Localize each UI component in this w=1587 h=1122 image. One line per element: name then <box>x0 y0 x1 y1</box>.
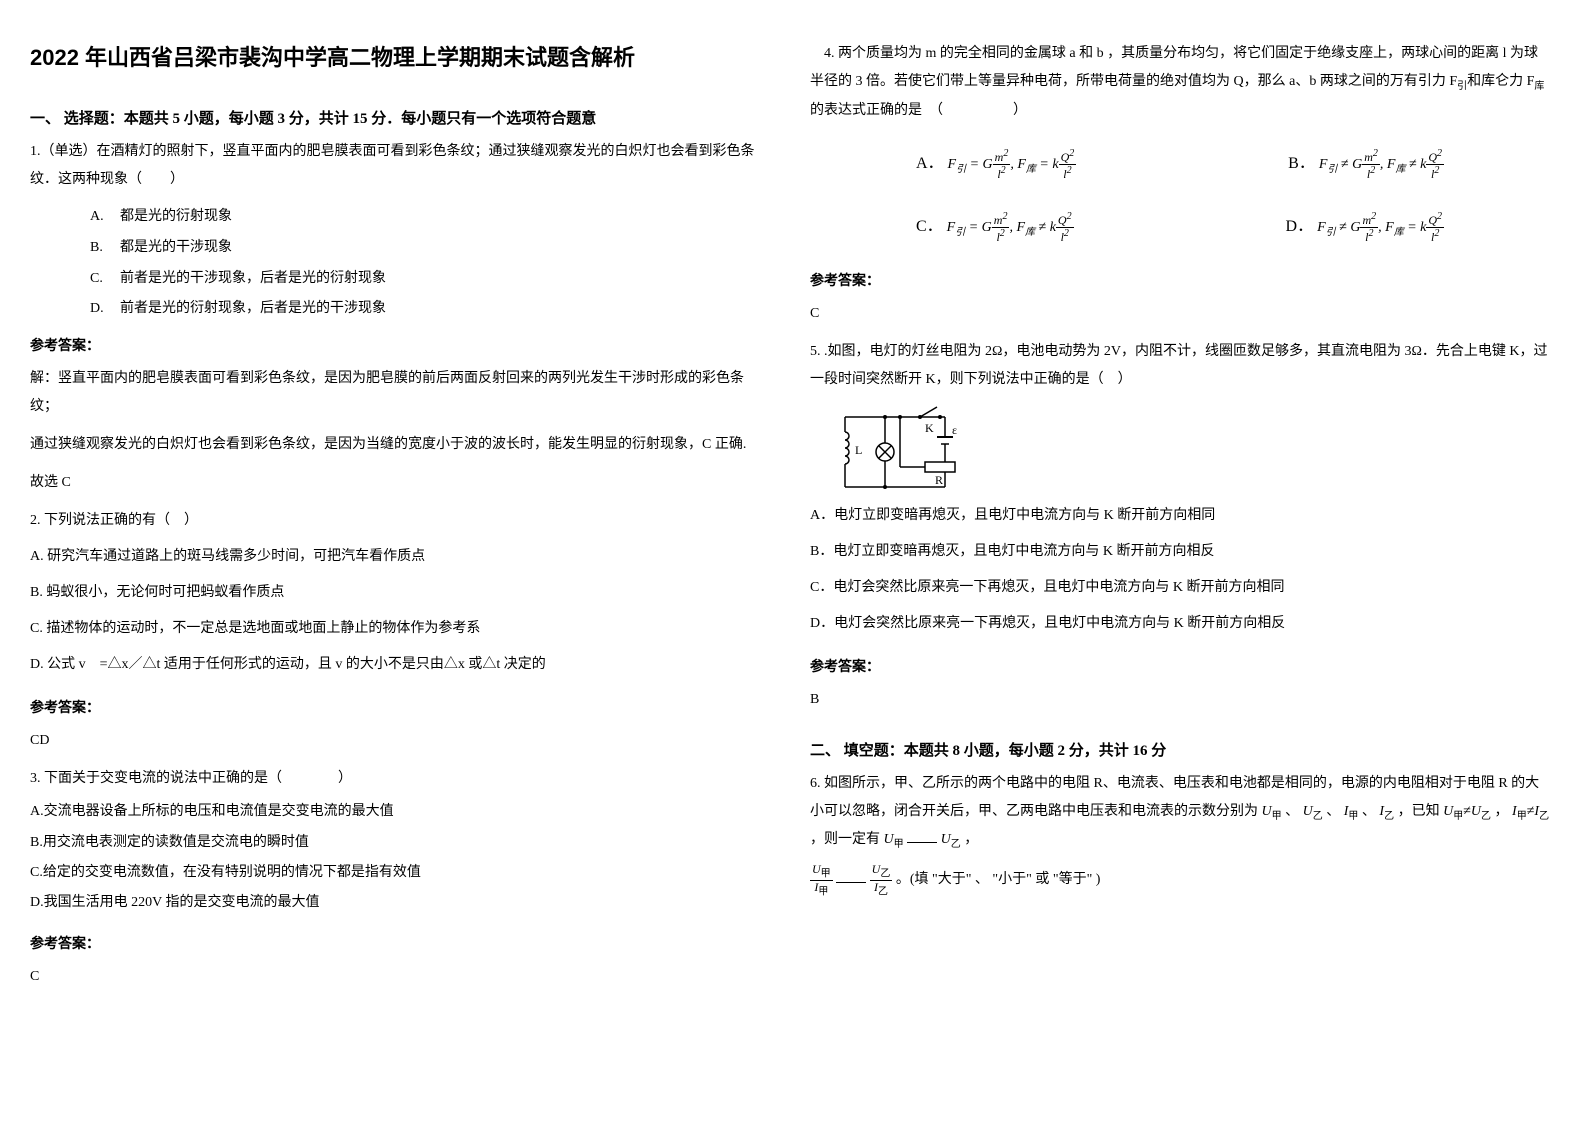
circuit-svg: K ε R L <box>825 402 965 497</box>
q2-answer-label: 参考答案： <box>30 697 770 717</box>
formula-C: F引 = Gm2l2, F库 ≠ kQ2l2 <box>947 220 1074 235</box>
q5-optA: A．电灯立即变暗再熄灭，且电灯中电流方向与 K 断开前方向相同 <box>810 502 1550 530</box>
q4-answer-label: 参考答案： <box>810 270 1550 290</box>
q3-stem: 3. 下面关于交变电流的说法中正确的是（ ） <box>30 765 770 793</box>
q5-optB: B．电灯立即变暗再熄灭，且电灯中电流方向与 K 断开前方向相反 <box>810 538 1550 566</box>
q5-answer-label: 参考答案： <box>810 656 1550 676</box>
circuit-figure: K ε R L <box>825 402 1550 502</box>
q1-ans2: 通过狭缝观察发光的白炽灯也会看到彩色条纹，是因为当缝的宽度小于波的波长时，能发生… <box>30 431 770 459</box>
frac-Ujia-Ijia: U甲 I甲 <box>810 863 833 897</box>
q2-optB: B. 蚂蚁很小，无论何时可把蚂蚁看作质点 <box>30 579 770 607</box>
q4-optC: C． F引 = Gm2l2, F库 ≠ kQ2l2 <box>916 211 1074 244</box>
q2-stem: 2. 下列说法正确的有（ ） <box>30 507 770 535</box>
q1-optB: B.都是光的干涉现象 <box>90 233 770 264</box>
label-C: C. <box>90 264 120 295</box>
q5-optC: C．电灯会突然比原来亮一下再熄灭，且电灯中电流方向与 K 断开前方向相同 <box>810 574 1550 602</box>
q4-stem: 4. 两个质量均为 m 的完全相同的金属球 a 和 b ，其质量分布均匀，将它们… <box>810 40 1550 125</box>
q5-ans: B <box>810 686 1550 714</box>
q4-formula-row1: A． F引 = Gm2l2, F库 = kQ2l2 B． F引 ≠ Gm2l2,… <box>810 148 1550 181</box>
q1-answer-label: 参考答案： <box>30 335 770 355</box>
q2-ans: CD <box>30 727 770 755</box>
formula-A: F引 = Gm2l2, F库 = kQ2l2 <box>948 157 1077 172</box>
q1-stem: 1.（单选）在酒精灯的照射下，竖直平面内的肥皂膜表面可看到彩色条纹；通过狭缝观察… <box>30 138 770 194</box>
q1-optC: C.前者是光的干涉现象，后者是光的衍射现象 <box>90 264 770 295</box>
label-A: A. <box>90 202 120 233</box>
q4-optB: B． F引 ≠ Gm2l2, F库 ≠ kQ2l2 <box>1288 148 1444 181</box>
q5-optD: D．电灯会突然比原来亮一下再熄灭，且电灯中电流方向与 K 断开前方向相反 <box>810 610 1550 638</box>
q1-options: A.都是光的衍射现象 B.都是光的干涉现象 C.前者是光的干涉现象，后者是光的衍… <box>30 202 770 325</box>
q1-ans3: 故选 C <box>30 469 770 497</box>
blank1 <box>907 831 937 843</box>
svg-text:ε: ε <box>952 423 957 437</box>
q3-ans: C <box>30 963 770 991</box>
section2-title: 二、 填空题：本题共 8 小题，每小题 2 分，共计 16 分 <box>810 739 1550 760</box>
formula-B: F引 ≠ Gm2l2, F库 ≠ kQ2l2 <box>1319 157 1444 172</box>
q4-optA: A． F引 = Gm2l2, F库 = kQ2l2 <box>916 148 1076 181</box>
q2-optA: A. 研究汽车通过道路上的斑马线需多少时间，可把汽车看作质点 <box>30 543 770 571</box>
svg-text:L: L <box>855 443 862 457</box>
blank2 <box>836 871 866 883</box>
q2-optC: C. 描述物体的运动时，不一定总是选地面或地面上静止的物体作为参考系 <box>30 615 770 643</box>
right-column: 4. 两个质量均为 m 的完全相同的金属球 a 和 b ，其质量分布均匀，将它们… <box>810 40 1550 1082</box>
q4-optD: D． F引 ≠ Gm2l2, F库 = kQ2l2 <box>1286 211 1445 244</box>
q1-optA: A.都是光的衍射现象 <box>90 202 770 233</box>
left-column: 2022 年山西省吕梁市裴沟中学高二物理上学期期末试题含解析 一、 选择题：本题… <box>30 40 770 1082</box>
label-D: D. <box>90 294 120 325</box>
page-title: 2022 年山西省吕梁市裴沟中学高二物理上学期期末试题含解析 <box>30 40 770 72</box>
q3-optA: A.交流电器设备上所标的电压和电流值是交变电流的最大值 <box>30 801 770 823</box>
q3-optB: B.用交流电表测定的读数值是交流电的瞬时值 <box>30 832 770 854</box>
q3-answer-label: 参考答案： <box>30 933 770 953</box>
q4-ans: C <box>810 300 1550 328</box>
q1-ans1: 解：竖直平面内的肥皂膜表面可看到彩色条纹，是因为肥皂膜的前后两面反射回来的两列光… <box>30 365 770 421</box>
frac-Uyi-Iyi: U乙 I乙 <box>870 863 893 897</box>
q1-optD: D.前者是光的衍射现象，后者是光的干涉现象 <box>90 294 770 325</box>
svg-text:R: R <box>935 473 943 487</box>
q3-optD: D.我国生活用电 220V 指的是交变电流的最大值 <box>30 892 770 914</box>
q6-stem-frac: U甲 I甲 U乙 I乙 。(填 "大于" 、 "小于" 或 "等于" ) <box>810 863 1550 897</box>
q4-formula-row2: C． F引 = Gm2l2, F库 ≠ kQ2l2 D． F引 ≠ Gm2l2,… <box>810 211 1550 244</box>
svg-text:K: K <box>925 421 934 435</box>
label-B: B. <box>90 233 120 264</box>
q3-optC: C.给定的交变电流数值，在没有特别说明的情况下都是指有效值 <box>30 862 770 884</box>
q2-optD: D. 公式 v =△x／△t 适用于任何形式的运动，且 v 的大小不是只由△x … <box>30 651 770 679</box>
q5-stem: 5. .如图，电灯的灯丝电阻为 2Ω，电池电动势为 2V，内阻不计，线圈匝数足够… <box>810 338 1550 394</box>
q6-stem: 6. 如图所示，甲、乙所示的两个电路中的电阻 R、电流表、电压表和电池都是相同的… <box>810 770 1550 856</box>
section1-title: 一、 选择题：本题共 5 小题，每小题 3 分，共计 15 分．每小题只有一个选… <box>30 107 770 128</box>
formula-D: F引 ≠ Gm2l2, F库 = kQ2l2 <box>1317 220 1444 235</box>
